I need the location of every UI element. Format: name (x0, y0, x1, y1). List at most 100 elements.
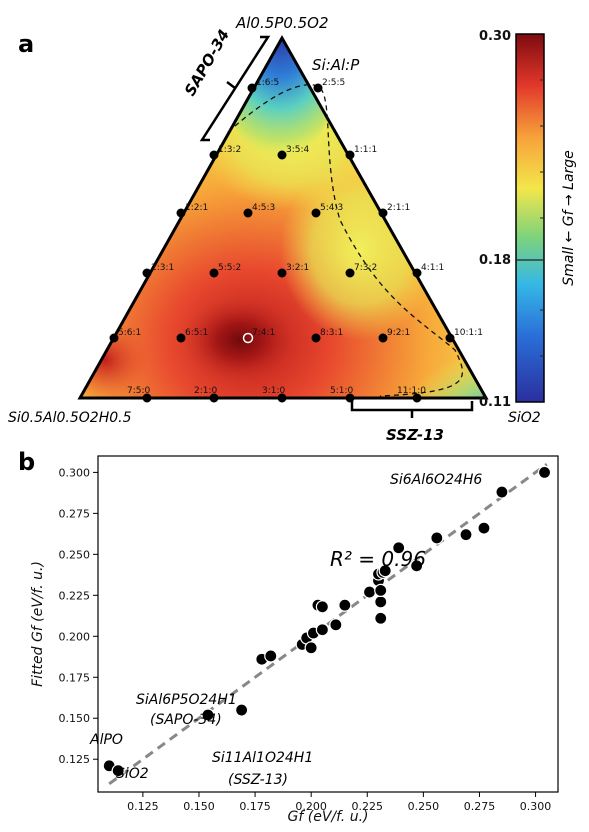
scatter-point (329, 618, 343, 632)
vertex-top-label: Al0.5P0.5O2 (235, 14, 329, 32)
scatter-point (495, 485, 509, 499)
ternary-point (345, 393, 355, 403)
scatter-point (201, 708, 215, 722)
ternary-point-label: 2:1:0 (194, 386, 218, 396)
ternary-point (209, 393, 219, 403)
ternary-point-label: 9:2:1 (387, 328, 410, 338)
fit-line (108, 462, 548, 786)
y-tick-label: 0.150 (59, 712, 91, 725)
ternary-point (176, 208, 186, 218)
scatter-point (264, 649, 278, 663)
axis-ticks: 0.125 0.150 0.175 0.200 0.225 0.250 0.275 0.300… (59, 466, 552, 813)
ternary-point (412, 268, 422, 278)
panel-b-letter: b (18, 448, 35, 476)
scatter-point (315, 623, 329, 637)
x-tick-label: 0.175 (239, 800, 271, 813)
ternary-point-label: 1:1:1 (354, 145, 377, 155)
y-tick-label: 0.275 (59, 507, 91, 520)
ternary-point-label: 11:1:0 (397, 386, 426, 396)
ternary-point-label: 1:3:2 (218, 145, 241, 155)
panel-a-letter: a (18, 30, 34, 58)
y-tick-label: 0.175 (59, 671, 91, 684)
ann-sapo-formula: SiAl6P5O24H1 (136, 692, 237, 708)
ternary-point (311, 333, 321, 343)
ternary-point (277, 268, 287, 278)
scatter-point (477, 521, 491, 535)
scatter-point (235, 703, 249, 717)
ratio-header: Si:Al:P (312, 56, 360, 74)
ternary-point-label: 4:5:3 (252, 203, 275, 213)
scatter-plot: 0.125 0.150 0.175 0.200 0.225 0.250 0.275 0.300… (59, 455, 559, 813)
ssz-bracket (350, 401, 474, 412)
scatter-point (430, 531, 444, 545)
scatter-point (111, 764, 125, 778)
colorbar-min-label: 0.11 (479, 395, 511, 410)
ternary-point (277, 150, 287, 160)
ternary-point (176, 333, 186, 343)
scatter-point (392, 541, 406, 555)
sapo-bracket-tick (226, 81, 236, 89)
scatter-point (374, 611, 388, 625)
ternary-point (142, 393, 152, 403)
ternary-point-label: 3:5:4 (286, 145, 310, 155)
scatter-point (315, 600, 329, 614)
scatter-points (102, 465, 552, 778)
ternary-point (378, 333, 388, 343)
ternary-point (313, 83, 323, 93)
r2-annotation: R² = 0.96 (330, 547, 426, 571)
ternary-point-label: 2:5:5 (322, 78, 345, 88)
ternary-point-label: 2:1:1 (387, 203, 410, 213)
y-tick-label: 0.300 (59, 466, 91, 479)
scatter-point (338, 598, 352, 612)
ternary-point-label: 6:5:1 (185, 328, 208, 338)
colorbar-max-label: 0.30 (479, 29, 511, 44)
x-tick-label: 0.125 (127, 800, 159, 813)
scatter-point (374, 595, 388, 609)
scatter-point (459, 528, 473, 542)
ternary-point (109, 333, 119, 343)
scatter-point (537, 465, 552, 479)
ternary-point-label: 5:4:3 (320, 203, 343, 213)
ternary-point-label: 5:1:0 (330, 386, 354, 396)
ternary-point (242, 332, 254, 344)
ternary-point (445, 333, 455, 343)
ternary-point (311, 208, 321, 218)
scatter-frame (97, 455, 559, 793)
ann-sio2: SiO2 (116, 766, 149, 782)
ann-ssz-name: (SSZ-13) (228, 772, 288, 788)
ternary-point (247, 83, 257, 93)
x-tick-label: 0.300 (520, 800, 552, 813)
vertex-left-label: Si0.5Al0.5O2H0.5 (8, 410, 132, 426)
ann-alpo: AlPO (89, 732, 123, 748)
y-axis-label: Fitted Gf (eV/f. u.) (30, 561, 46, 687)
colorbar-mid-label: 0.18 (479, 253, 511, 268)
ann-sapo-name: (SAPO-34) (150, 712, 222, 728)
sapo-bracket-label: SAPO-34 (181, 26, 233, 99)
ternary-point-label: 8:3:1 (320, 328, 343, 338)
ternary-point (345, 268, 355, 278)
ternary-boundary-dashed (227, 84, 463, 397)
x-tick-label: 0.250 (408, 800, 440, 813)
ternary-point (378, 208, 388, 218)
colorbar-ticks (516, 79, 544, 357)
x-tick-label: 0.275 (464, 800, 496, 813)
y-tick-label: 0.200 (59, 630, 91, 643)
x-tick-label: 0.200 (295, 800, 327, 813)
ternary-point-label: 10:1:1 (454, 328, 483, 338)
ann-ssz-formula: Si11Al1O24H1 (212, 750, 313, 766)
vertex-right-label: SiO2 (508, 410, 541, 426)
ternary-point-label: 3:1:0 (262, 386, 286, 396)
ternary-point (412, 393, 422, 403)
ternary-point-label: 4:1:1 (421, 263, 444, 273)
y-tick-label: 0.250 (59, 548, 91, 561)
ternary-point-label: 7:4:1 (252, 328, 275, 338)
colorbar-title: Small ← Gf → Large (561, 150, 577, 286)
scatter-point (410, 559, 424, 573)
scatter-point (304, 641, 318, 655)
ternary-heatmap (80, 38, 486, 398)
y-tick-label: 0.225 (59, 589, 91, 602)
ternary-point-label: 3:2:1 (286, 263, 309, 273)
ternary-point (142, 268, 152, 278)
ternary-point (277, 393, 287, 403)
